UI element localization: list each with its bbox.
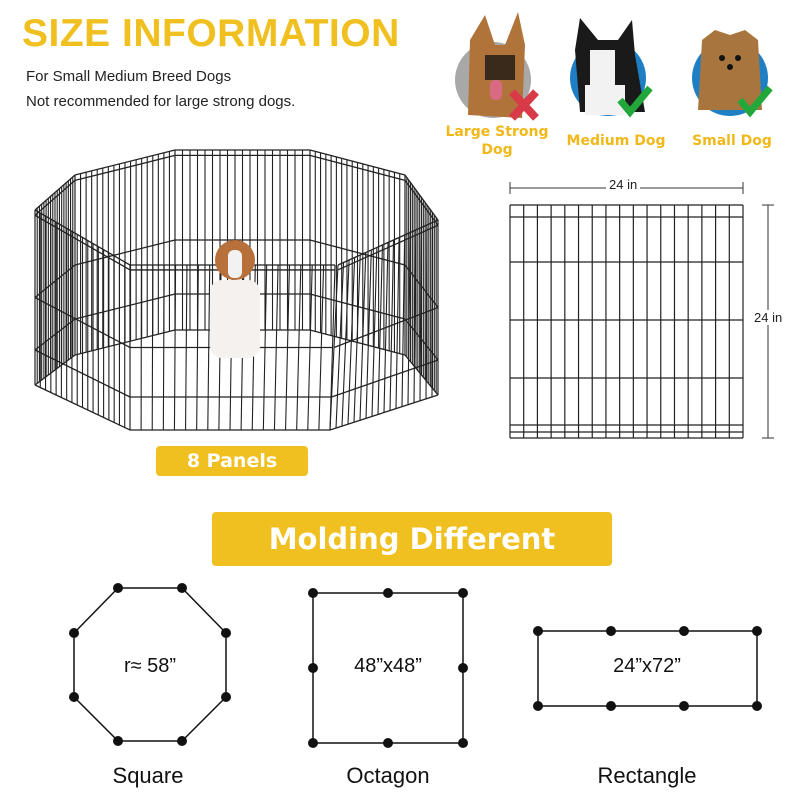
x-icon (509, 89, 539, 121)
joint-dot (383, 738, 393, 748)
joint-dot (383, 588, 393, 598)
joint-dot (69, 692, 79, 702)
small-dog-image (692, 30, 768, 116)
shape-dimension: 24”x72” (613, 655, 681, 677)
square-shape (308, 588, 468, 748)
dog-label-medium: Medium Dog (566, 133, 666, 149)
shapes-diagram (69, 583, 762, 748)
joint-dot (113, 736, 123, 746)
joint-dot (458, 588, 468, 598)
joint-dot (606, 626, 616, 636)
panel-diagram (509, 182, 774, 439)
pen-panel (329, 219, 439, 431)
shape-label: Rectangle (597, 763, 697, 788)
shapes-banner: Molding Different Shapes (212, 512, 612, 610)
shape-label: Square (112, 763, 184, 788)
joint-dot (752, 701, 762, 711)
subtitle-line: For Small Medium Breed Dogs (26, 68, 232, 85)
panel-grid (509, 204, 744, 439)
joint-dot (177, 736, 187, 746)
shape-dimension: r≈ 58” (123, 655, 177, 677)
dog-label-small: Small Dog (692, 133, 772, 149)
pen-panel (34, 209, 131, 431)
medium-dog-image (570, 18, 646, 116)
shape-label: Octagon (346, 763, 430, 788)
joint-dot (308, 738, 318, 748)
large-dog-image (455, 12, 531, 118)
pen-illustration (34, 149, 439, 431)
joint-dot (458, 663, 468, 673)
check-icon (737, 85, 773, 118)
joint-dot (69, 628, 79, 638)
joint-dot (221, 628, 231, 638)
joint-dot (606, 701, 616, 711)
subtitle-line: Not recommended for large strong dogs. (26, 93, 296, 110)
panels-badge: 8 Panels (156, 446, 308, 476)
joint-dot (113, 583, 123, 593)
joint-dot (458, 738, 468, 748)
joint-dot (177, 583, 187, 593)
joint-dot (533, 626, 543, 636)
dog-icons (455, 12, 773, 121)
joint-dot (308, 588, 318, 598)
dog-image (210, 240, 260, 358)
shape-dimension: 48”x48” (354, 655, 422, 677)
joint-dot (752, 626, 762, 636)
panel-height-label: 24 in (752, 310, 785, 325)
octagon-shape (69, 583, 231, 746)
joint-dot (679, 701, 689, 711)
joint-dot (221, 692, 231, 702)
joint-dot (679, 626, 689, 636)
rectangle-shape (533, 626, 762, 711)
pen-panel (174, 149, 311, 331)
check-icon (617, 85, 653, 118)
dog-label-large: Large Strong Dog (445, 124, 549, 158)
page-title: SIZE INFORMATION (22, 12, 400, 55)
joint-dot (308, 663, 318, 673)
panel-width-label: 24 in (606, 177, 641, 192)
joint-dot (533, 701, 543, 711)
